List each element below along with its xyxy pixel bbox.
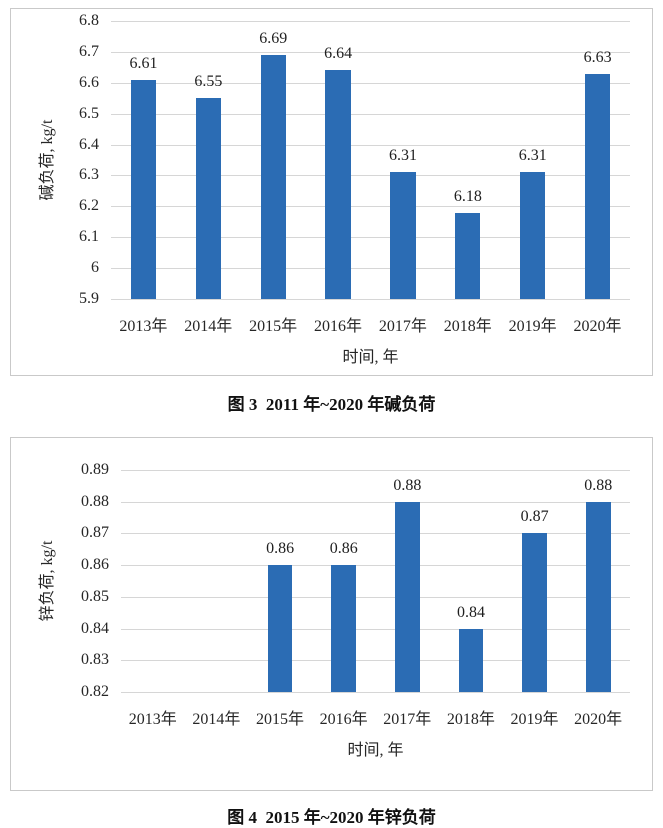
gridline [111, 299, 630, 300]
bar-2020年 [584, 73, 611, 299]
bar-value-label: 6.18 [453, 187, 482, 205]
gridline [111, 82, 630, 84]
x-tick-label: 2015年 [249, 318, 298, 335]
y-tick-label: 0.85 [81, 587, 109, 605]
gridline [111, 113, 630, 115]
bar-2014年 [195, 98, 221, 299]
x-tick-label: 2013年 [119, 318, 168, 335]
gridline [121, 501, 630, 503]
bar-value-label: 6.61 [129, 54, 158, 72]
x-tick-label: 2014年 [184, 318, 233, 335]
figure-4-plot-area: 0.86 0.86 0.88 0.84 0.87 0.88 [121, 470, 630, 693]
figure-4-chart: 0.86 0.86 0.88 0.84 0.87 0.88 0.82 0.83 0.84 0.8… [10, 437, 653, 791]
bar-2016年 [331, 565, 357, 692]
x-tick-label: 2017年 [383, 711, 432, 728]
bar-2019年 [522, 533, 547, 692]
x-tick-label: 2018年 [446, 711, 495, 728]
figure-3-caption: 图 3 2011 年~2020 年碱负荷 [227, 395, 436, 414]
bar-value-label: 0.84 [456, 603, 485, 621]
y-tick-label: 6.6 [79, 73, 99, 91]
gridline [111, 21, 630, 22]
bar-value-label: 6.69 [259, 29, 288, 47]
gridline [121, 470, 630, 471]
bar-value-label: 0.88 [393, 476, 422, 494]
x-tick-label: 2020年 [573, 318, 622, 335]
gridline [111, 175, 630, 177]
x-tick-label: 2017年 [378, 318, 427, 335]
bar-value-label: 0.87 [520, 508, 549, 526]
y-tick-label: 0.86 [81, 556, 109, 574]
bar-value-label: 6.64 [324, 45, 353, 63]
gridline [111, 206, 630, 208]
gridline [121, 596, 630, 598]
bar-value-label: 0.86 [266, 540, 295, 558]
y-tick-label: 0.83 [81, 651, 109, 669]
x-tick-label: 2020年 [574, 711, 623, 728]
x-tick-label: 2019年 [508, 318, 557, 335]
figure-3-chart: 6.61 6.55 6.69 6.64 6.31 6.18 6.31 6.63 5.9 6 6.1… [10, 8, 653, 376]
bar-2016年 [325, 70, 351, 299]
figure-3-x-axis-title: 时间, 年 [342, 349, 399, 366]
y-tick-label: 6.7 [79, 42, 99, 60]
bar-2015年 [260, 54, 286, 299]
bar-2018年 [455, 212, 481, 299]
gridline [121, 660, 630, 662]
y-tick-label: 6 [91, 259, 99, 277]
y-tick-label: 6.5 [79, 104, 99, 122]
gridline [121, 692, 630, 693]
figure-4: 0.86 0.86 0.88 0.84 0.87 0.88 0.82 0.83 0.84 0.8… [10, 437, 653, 828]
x-tick-label: 2014年 [192, 711, 241, 728]
figure-3-y-axis-title: 碱负荷, kg/t [39, 119, 56, 201]
y-tick-label: 0.84 [81, 619, 109, 637]
y-tick-label: 0.88 [81, 492, 109, 510]
y-tick-label: 0.82 [81, 683, 109, 700]
x-tick-label: 2016年 [314, 318, 363, 335]
gridline [121, 565, 630, 567]
gridline [111, 268, 630, 270]
bar-2017年 [390, 172, 416, 299]
gridline [121, 533, 630, 535]
page: 6.61 6.55 6.69 6.64 6.31 6.18 6.31 6.63 5.9 6 6.1… [10, 0, 653, 828]
bar-value-label: 6.55 [194, 73, 223, 91]
figure-3: 6.61 6.55 6.69 6.64 6.31 6.18 6.31 6.63 5.9 6 6.1… [10, 8, 653, 415]
figure-4-caption: 图 4 2015 年~2020 年锌负荷 [227, 808, 436, 827]
bar-2015年 [267, 565, 293, 692]
gridline [121, 628, 630, 630]
figure-4-y-axis-title: 锌负荷, kg/t [39, 540, 56, 622]
gridline [111, 51, 630, 53]
y-tick-label: 6.4 [79, 135, 99, 153]
bar-value-label: 6.31 [518, 147, 547, 165]
figure-3-plot-area: 6.61 6.55 6.69 6.64 6.31 6.18 6.31 6.63 [111, 21, 630, 300]
x-tick-label: 2016年 [319, 711, 368, 728]
y-tick-label: 0.87 [81, 524, 109, 542]
bar-2019年 [520, 172, 546, 299]
x-tick-label: 2019年 [510, 711, 559, 728]
y-tick-label: 6.1 [79, 228, 99, 246]
y-tick-label: 6.2 [79, 197, 99, 215]
bar-value-label: 0.86 [329, 540, 358, 558]
gridline [111, 144, 630, 146]
y-tick-label: 6.3 [79, 166, 99, 184]
bar-2020年 [585, 501, 611, 692]
bar-2013年 [130, 79, 157, 299]
bar-value-label: 6.63 [583, 48, 612, 66]
gridline [111, 237, 630, 239]
bar-value-label: 6.31 [388, 147, 417, 165]
figure-4-x-axis-title: 时间, 年 [347, 742, 404, 759]
bar-value-label: 0.88 [584, 476, 613, 494]
bar-2017年 [394, 501, 420, 692]
bar-2018年 [458, 628, 484, 692]
y-tick-label: 6.8 [79, 12, 99, 29]
x-tick-label: 2015年 [256, 711, 305, 728]
y-tick-label: 0.89 [81, 461, 109, 478]
x-tick-label: 2018年 [443, 318, 492, 335]
x-tick-label: 2013年 [128, 711, 177, 728]
y-tick-label: 5.9 [79, 290, 99, 307]
